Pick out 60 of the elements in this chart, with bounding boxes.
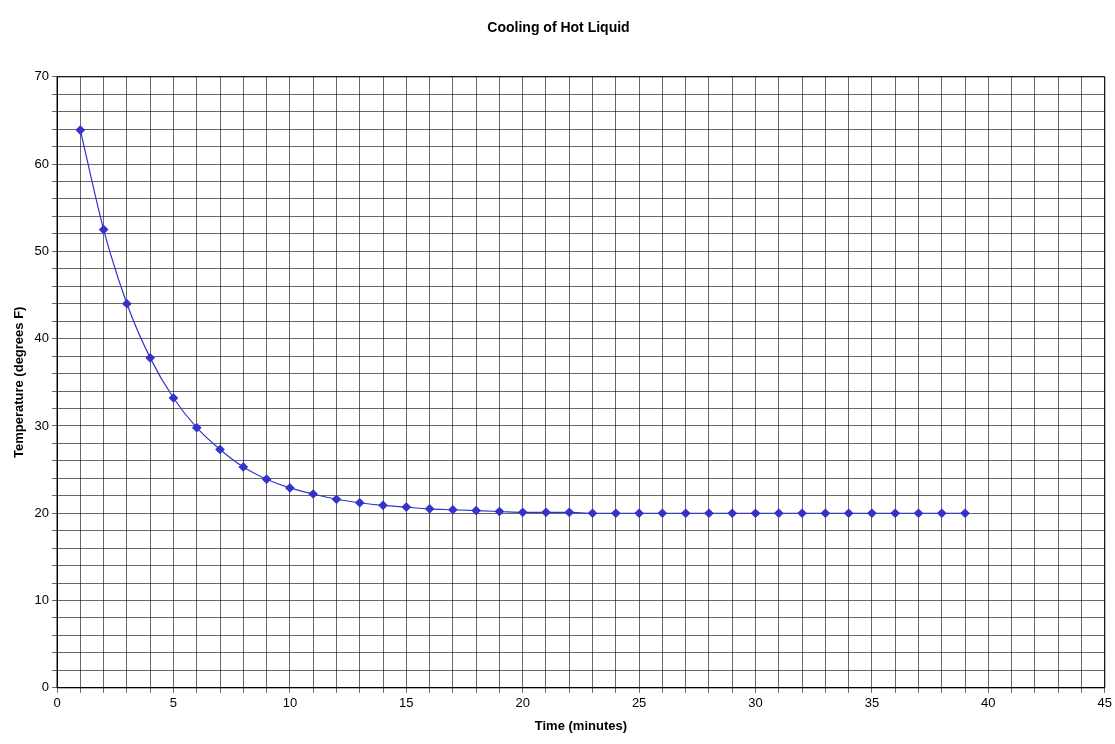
point: [960, 508, 970, 518]
point: [378, 500, 388, 510]
point: [401, 502, 411, 512]
point: [122, 299, 132, 309]
point: [913, 508, 924, 518]
y-axis-title: Temperature (degrees F): [11, 306, 27, 459]
y-tick-label: 60: [34, 155, 50, 171]
y-tick-label: 30: [34, 417, 50, 433]
x-tick-label: 40: [981, 695, 996, 711]
point: [215, 444, 225, 455]
point: [797, 508, 807, 518]
point: [634, 508, 644, 518]
y-tick-label: 50: [34, 242, 50, 258]
point: [587, 508, 598, 518]
x-tick-label: 45: [1097, 695, 1112, 711]
point: [331, 494, 342, 504]
x-tick-label: 35: [864, 695, 880, 711]
y-tick-label: 40: [34, 330, 50, 346]
point: [355, 498, 365, 508]
point: [657, 508, 667, 518]
y-tick-label: 20: [34, 504, 50, 520]
point: [424, 504, 435, 514]
point: [145, 353, 155, 363]
x-tick-label: 0: [53, 695, 61, 711]
point: [99, 224, 109, 235]
point: [262, 474, 272, 484]
x-tick-label: 25: [631, 695, 647, 711]
point: [867, 508, 877, 518]
point: [890, 508, 900, 518]
point: [844, 508, 854, 518]
point: [564, 507, 574, 517]
chart-title: Cooling of Hot Liquid: [487, 19, 630, 36]
point: [192, 423, 202, 433]
point: [518, 507, 528, 517]
x-tick-label: 10: [282, 695, 298, 711]
point: [774, 508, 784, 518]
y-tick-label: 70: [34, 68, 50, 84]
point: [75, 125, 85, 135]
point: [541, 507, 551, 517]
x-tick-label: 30: [748, 695, 763, 711]
point: [285, 483, 295, 493]
x-axis-title: Time (minutes): [534, 717, 628, 733]
point: [704, 508, 714, 518]
point: [820, 508, 830, 518]
point: [727, 508, 737, 518]
x-tick-label: 20: [515, 695, 530, 711]
point: [448, 505, 458, 515]
point: [308, 489, 318, 499]
point: [471, 506, 481, 516]
y-tick-label: 0: [41, 679, 50, 695]
x-tick-label: 15: [399, 695, 414, 711]
x-tick-label: 5: [169, 695, 178, 711]
point: [681, 508, 691, 518]
point: [238, 462, 248, 472]
y-tick-label: 10: [34, 592, 50, 608]
point: [611, 508, 621, 518]
point: [750, 508, 761, 518]
point: [494, 506, 505, 517]
point: [937, 508, 947, 518]
point: [168, 393, 179, 403]
